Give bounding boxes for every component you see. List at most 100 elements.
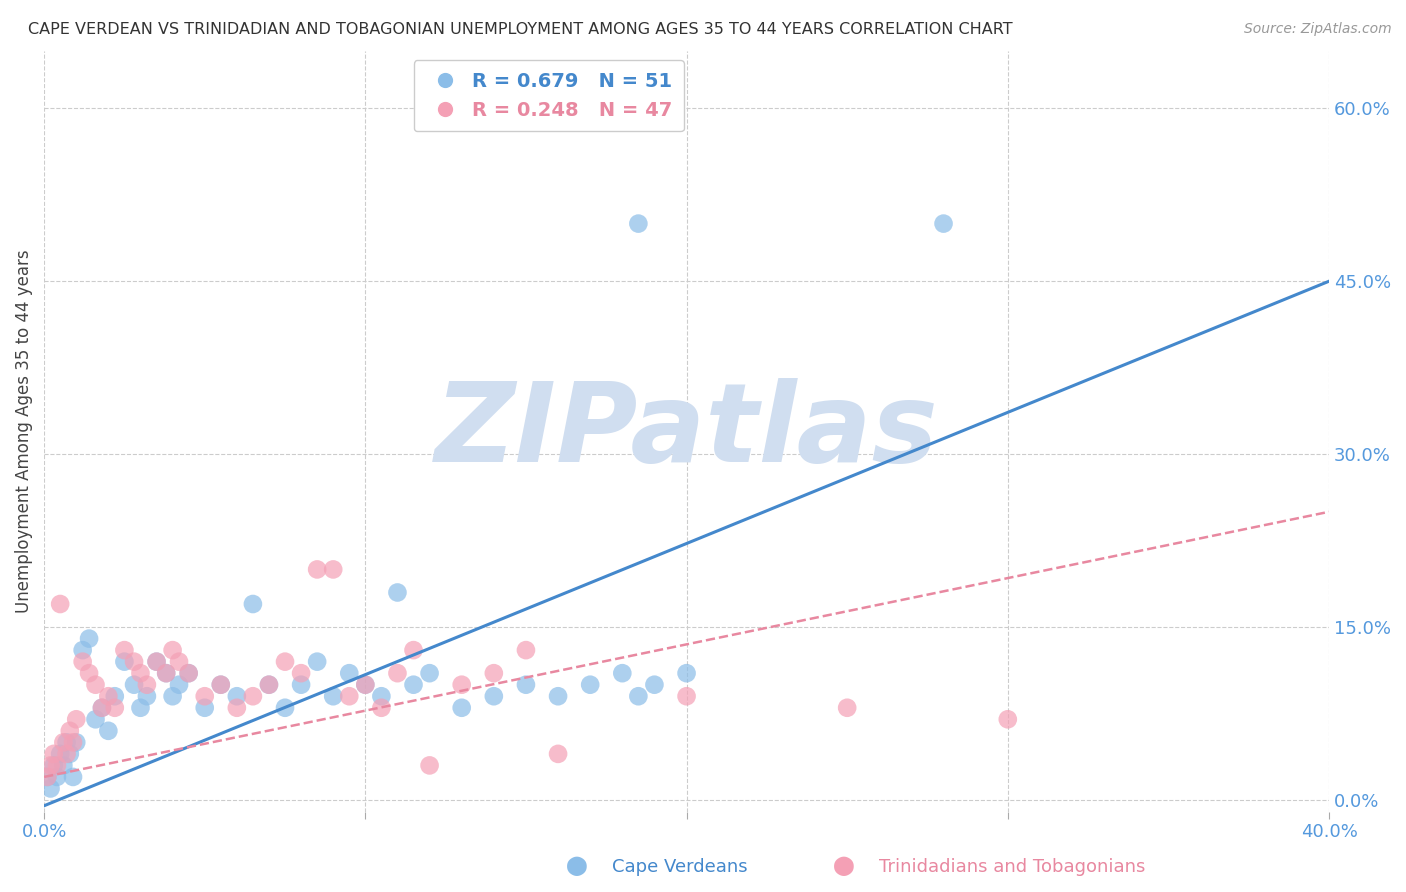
Point xyxy=(104,690,127,704)
Point xyxy=(307,655,329,669)
Point xyxy=(59,723,82,738)
Point xyxy=(84,712,107,726)
Point xyxy=(354,678,377,692)
Point xyxy=(242,597,264,611)
Point xyxy=(257,678,280,692)
Text: ⬤: ⬤ xyxy=(832,856,855,876)
Point xyxy=(547,690,569,704)
Point xyxy=(55,747,77,761)
Point xyxy=(129,666,152,681)
Point xyxy=(97,723,120,738)
Point xyxy=(42,747,65,761)
Point xyxy=(274,700,297,714)
Point xyxy=(52,735,75,749)
Point xyxy=(129,700,152,714)
Point xyxy=(450,700,472,714)
Point xyxy=(370,700,392,714)
Point xyxy=(37,770,59,784)
Point xyxy=(162,690,184,704)
Point xyxy=(59,747,82,761)
Point xyxy=(72,643,94,657)
Point xyxy=(547,747,569,761)
Point xyxy=(46,758,69,772)
Point xyxy=(167,655,190,669)
Point xyxy=(337,690,360,704)
Point xyxy=(579,678,602,692)
Point xyxy=(322,690,344,704)
Point xyxy=(257,678,280,692)
Point xyxy=(177,666,200,681)
Point xyxy=(932,217,955,231)
Point xyxy=(112,643,135,657)
Point xyxy=(97,690,120,704)
Point xyxy=(55,735,77,749)
Point xyxy=(46,770,69,784)
Point xyxy=(65,712,87,726)
Point xyxy=(354,678,377,692)
Point xyxy=(482,690,505,704)
Point xyxy=(77,632,100,646)
Point xyxy=(90,700,112,714)
Point xyxy=(290,678,312,692)
Point xyxy=(225,700,247,714)
Point xyxy=(997,712,1019,726)
Text: CAPE VERDEAN VS TRINIDADIAN AND TOBAGONIAN UNEMPLOYMENT AMONG AGES 35 TO 44 YEAR: CAPE VERDEAN VS TRINIDADIAN AND TOBAGONI… xyxy=(28,22,1012,37)
Point xyxy=(39,758,62,772)
Point xyxy=(402,643,425,657)
Point xyxy=(482,666,505,681)
Point xyxy=(242,690,264,704)
Point xyxy=(167,678,190,692)
Point xyxy=(122,655,145,669)
Point xyxy=(90,700,112,714)
Point xyxy=(627,217,650,231)
Point xyxy=(209,678,232,692)
Point xyxy=(209,678,232,692)
Point xyxy=(84,678,107,692)
Point xyxy=(155,666,177,681)
Text: Trinidadians and Tobagonians: Trinidadians and Tobagonians xyxy=(879,858,1144,876)
Legend: R = 0.679   N = 51, R = 0.248   N = 47: R = 0.679 N = 51, R = 0.248 N = 47 xyxy=(413,61,683,131)
Point xyxy=(62,735,84,749)
Y-axis label: Unemployment Among Ages 35 to 44 years: Unemployment Among Ages 35 to 44 years xyxy=(15,249,32,613)
Point xyxy=(419,666,441,681)
Point xyxy=(65,735,87,749)
Point xyxy=(194,690,217,704)
Point xyxy=(77,666,100,681)
Point xyxy=(675,690,697,704)
Point xyxy=(402,678,425,692)
Point xyxy=(290,666,312,681)
Point xyxy=(387,666,409,681)
Point xyxy=(62,770,84,784)
Text: ZIPatlas: ZIPatlas xyxy=(434,377,938,484)
Point xyxy=(155,666,177,681)
Point xyxy=(52,758,75,772)
Point xyxy=(145,655,167,669)
Point xyxy=(370,690,392,704)
Point xyxy=(135,678,157,692)
Text: ⬤: ⬤ xyxy=(565,856,588,876)
Point xyxy=(177,666,200,681)
Point xyxy=(49,597,72,611)
Point xyxy=(162,643,184,657)
Point xyxy=(42,758,65,772)
Point xyxy=(675,666,697,681)
Point xyxy=(104,700,127,714)
Point xyxy=(450,678,472,692)
Point xyxy=(419,758,441,772)
Point xyxy=(274,655,297,669)
Point xyxy=(135,690,157,704)
Point xyxy=(627,690,650,704)
Point xyxy=(612,666,634,681)
Point xyxy=(39,781,62,796)
Point xyxy=(145,655,167,669)
Point xyxy=(72,655,94,669)
Point xyxy=(515,678,537,692)
Point xyxy=(837,700,859,714)
Point xyxy=(122,678,145,692)
Point xyxy=(225,690,247,704)
Point xyxy=(37,770,59,784)
Point xyxy=(112,655,135,669)
Point xyxy=(387,585,409,599)
Text: Cape Verdeans: Cape Verdeans xyxy=(612,858,747,876)
Point xyxy=(49,747,72,761)
